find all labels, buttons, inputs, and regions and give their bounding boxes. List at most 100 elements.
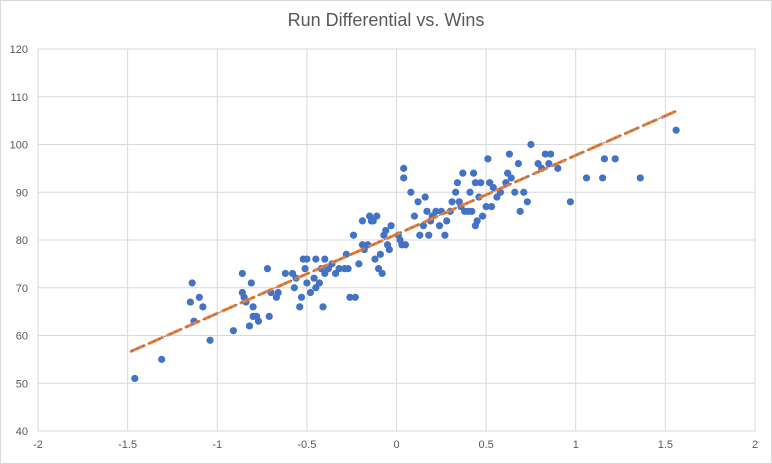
- x-tick-label: 0: [393, 439, 399, 451]
- data-point: [400, 164, 408, 172]
- data-point: [131, 374, 139, 383]
- data-point: [582, 174, 591, 182]
- data-point: [274, 288, 282, 297]
- data-points: [131, 126, 680, 383]
- data-point: [443, 217, 451, 225]
- data-point: [400, 174, 408, 182]
- data-point: [448, 198, 456, 206]
- data-point: [600, 155, 609, 163]
- y-tick-label: 100: [10, 140, 28, 152]
- data-point: [358, 217, 367, 225]
- data-point: [312, 255, 320, 263]
- y-tick-label: 60: [16, 331, 28, 343]
- data-point: [186, 298, 194, 306]
- data-point: [378, 269, 386, 278]
- data-point: [453, 179, 462, 187]
- data-point: [407, 188, 415, 196]
- y-tick-label: 70: [16, 283, 28, 295]
- data-point: [473, 217, 481, 225]
- data-point: [315, 279, 324, 287]
- data-point: [290, 284, 298, 292]
- data-point: [469, 169, 478, 177]
- data-point: [523, 198, 531, 206]
- data-point: [452, 188, 460, 196]
- x-tick-label: 1.5: [658, 439, 673, 451]
- data-point: [373, 212, 381, 220]
- data-point: [482, 202, 490, 211]
- y-tick-label: 50: [16, 378, 28, 390]
- data-point: [459, 169, 467, 177]
- data-point: [414, 198, 422, 206]
- data-point: [249, 303, 257, 311]
- y-tick-label: 40: [16, 426, 28, 438]
- data-point: [344, 265, 352, 273]
- data-point: [199, 303, 207, 311]
- data-point: [421, 193, 429, 201]
- data-point: [566, 198, 574, 206]
- data-point: [387, 222, 395, 230]
- y-tick-label: 90: [16, 187, 28, 199]
- data-point: [611, 155, 619, 163]
- data-point: [419, 222, 427, 230]
- data-point: [527, 140, 535, 149]
- data-point: [410, 212, 419, 220]
- data-point: [303, 279, 311, 287]
- trendline-layer: [129, 109, 678, 353]
- data-point: [516, 207, 524, 215]
- x-tick-label: -1: [212, 439, 222, 451]
- data-point: [423, 207, 431, 215]
- y-tick-label: 110: [10, 92, 28, 104]
- data-point: [265, 312, 273, 320]
- data-point: [425, 231, 433, 239]
- data-point: [477, 179, 485, 187]
- data-point: [297, 293, 306, 301]
- data-point: [263, 265, 272, 273]
- y-tick-label: 120: [10, 44, 28, 56]
- data-point: [545, 160, 553, 168]
- data-point: [296, 303, 304, 311]
- x-tick-label: 0.5: [478, 439, 493, 451]
- data-point: [301, 265, 309, 273]
- data-point: [351, 293, 359, 301]
- axis-tick-labels: -2 -1.5 -1 -0.5 0 0.5 1 1.5 2 40 50 60 70 80 90 100 110 1…: [10, 44, 758, 451]
- data-point: [254, 317, 263, 325]
- data-point: [514, 160, 522, 168]
- data-point: [247, 279, 255, 287]
- data-point: [505, 150, 514, 158]
- data-point: [238, 269, 246, 278]
- data-point: [306, 288, 315, 297]
- data-point: [484, 155, 492, 163]
- data-point: [672, 126, 680, 134]
- data-point: [310, 274, 318, 282]
- data-point: [541, 150, 549, 158]
- data-point: [245, 322, 254, 330]
- data-point: [346, 293, 354, 301]
- data-point: [554, 164, 562, 172]
- data-point: [466, 188, 474, 196]
- data-point: [355, 260, 363, 268]
- y-tick-label: 80: [16, 235, 28, 247]
- data-point: [478, 212, 487, 220]
- data-point: [435, 222, 444, 230]
- data-point: [487, 202, 496, 211]
- data-point: [303, 255, 311, 263]
- x-tick-label: -2: [33, 439, 43, 451]
- data-point: [636, 174, 644, 182]
- trendline: [129, 109, 678, 353]
- data-point: [321, 255, 329, 263]
- data-point: [229, 327, 237, 335]
- data-point: [401, 241, 410, 249]
- data-point: [195, 293, 203, 301]
- data-point: [382, 226, 390, 235]
- data-point: [599, 174, 607, 182]
- data-point: [507, 174, 515, 182]
- data-point: [371, 255, 379, 263]
- gridlines: [37, 48, 756, 432]
- data-point: [471, 179, 479, 187]
- data-point: [281, 269, 289, 278]
- x-tick-label: -0.5: [297, 439, 316, 451]
- data-point: [468, 207, 476, 215]
- data-point: [432, 207, 440, 215]
- data-point: [335, 265, 343, 273]
